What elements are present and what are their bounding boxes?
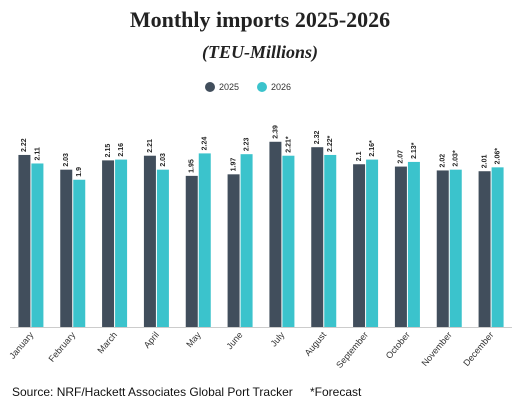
bar bbox=[324, 154, 337, 327]
legend-swatch bbox=[205, 82, 215, 92]
value-label: 2.1 bbox=[356, 151, 363, 161]
bar bbox=[366, 159, 379, 327]
bar bbox=[436, 170, 449, 327]
bar bbox=[269, 141, 282, 327]
value-label: 1.95 bbox=[189, 159, 196, 173]
value-label: 2.15 bbox=[105, 144, 112, 158]
x-tick-label: September bbox=[334, 330, 370, 370]
value-label: 2.01 bbox=[481, 154, 488, 168]
x-tick-label: August bbox=[303, 329, 329, 357]
value-label: 2.24 bbox=[202, 137, 209, 151]
value-label: 2.22 bbox=[21, 138, 28, 152]
bar bbox=[18, 154, 31, 327]
value-label: 2.32 bbox=[314, 130, 321, 144]
legend-label: 2025 bbox=[219, 82, 239, 92]
x-tick-label: May bbox=[184, 329, 203, 349]
legend-label: 2026 bbox=[271, 82, 291, 92]
source: Source: NRF/Hackett Associates Global Po… bbox=[12, 385, 293, 399]
bar bbox=[156, 169, 169, 327]
value-label: 2.16* bbox=[369, 140, 376, 157]
bar bbox=[31, 163, 44, 327]
bar bbox=[198, 153, 211, 327]
x-tick-label: February bbox=[46, 329, 77, 363]
value-label: 2.03* bbox=[453, 150, 460, 167]
value-label: 2.06* bbox=[494, 148, 501, 165]
x-tick-label: June bbox=[224, 330, 244, 351]
bar bbox=[115, 159, 128, 327]
value-label: 2.21* bbox=[285, 136, 292, 153]
value-label: 2.23 bbox=[243, 137, 250, 151]
bar bbox=[394, 166, 407, 327]
value-label: 2.39 bbox=[272, 125, 279, 139]
x-tick-label: March bbox=[95, 330, 119, 356]
value-label: 2.07 bbox=[398, 150, 405, 164]
chart-subtitle: (TEU-Millions) bbox=[202, 42, 318, 63]
bar bbox=[491, 167, 504, 327]
value-label: 2.02 bbox=[440, 154, 447, 168]
value-label: 2.21 bbox=[147, 139, 154, 153]
bar bbox=[227, 174, 240, 327]
bar bbox=[353, 164, 366, 327]
bar bbox=[185, 175, 198, 327]
chart-title: Monthly imports 2025-2026 bbox=[130, 7, 390, 32]
note: *Forecast bbox=[310, 385, 362, 399]
bar bbox=[407, 161, 420, 327]
value-label: 2.13* bbox=[411, 142, 418, 159]
bar bbox=[60, 169, 73, 327]
x-tick-label: December bbox=[461, 330, 495, 368]
bar bbox=[102, 160, 115, 327]
x-tick-label: October bbox=[384, 330, 412, 361]
x-tick-label: July bbox=[268, 329, 286, 348]
bar bbox=[143, 155, 156, 327]
value-label: 2.16 bbox=[118, 143, 125, 157]
bar bbox=[73, 179, 86, 327]
bar bbox=[478, 171, 491, 327]
bar bbox=[311, 147, 324, 327]
value-label: 2.03 bbox=[63, 153, 70, 167]
x-tick-label: November bbox=[419, 330, 453, 368]
legend-swatch bbox=[257, 82, 267, 92]
value-label: 1.9 bbox=[76, 167, 83, 177]
value-label: 2.11 bbox=[34, 147, 41, 160]
bar bbox=[240, 154, 253, 327]
bar bbox=[449, 169, 462, 327]
value-label: 1.97 bbox=[230, 158, 237, 172]
value-label: 2.03 bbox=[160, 153, 167, 167]
bar bbox=[282, 155, 295, 327]
x-tick-label: April bbox=[142, 330, 161, 350]
value-label: 2.22* bbox=[327, 135, 334, 152]
x-tick-label: January bbox=[7, 329, 36, 360]
